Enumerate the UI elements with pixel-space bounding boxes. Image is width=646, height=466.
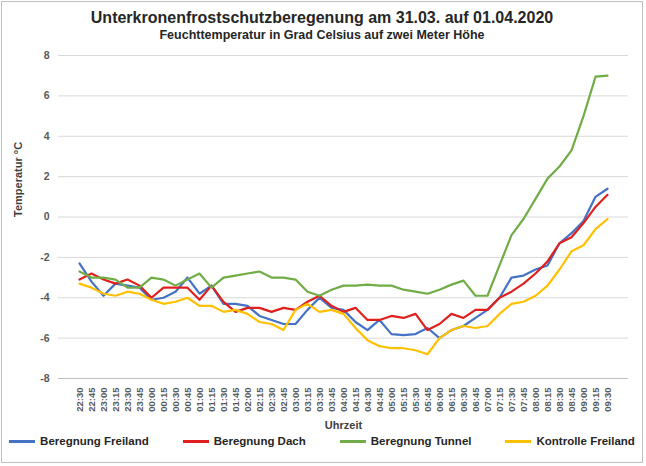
svg-text:00:15: 00:15 bbox=[158, 387, 169, 412]
svg-text:01:15: 01:15 bbox=[206, 387, 217, 412]
svg-text:23:15: 23:15 bbox=[110, 387, 121, 412]
html-text:Feuchttemperatur in Grad Celsi: Feuchttemperatur in Grad Celsius auf zwe… bbox=[159, 28, 485, 42]
svg-text:02:30: 02:30 bbox=[266, 388, 277, 412]
svg-text:01:30: 01:30 bbox=[218, 388, 229, 412]
svg-text:03:15: 03:15 bbox=[302, 387, 313, 412]
svg-text:01:00: 01:00 bbox=[194, 388, 205, 412]
svg-text:01:45: 01:45 bbox=[230, 387, 241, 412]
html-text:Beregnung Freiland: Beregnung Freiland bbox=[40, 435, 149, 447]
svg-text:05:00: 05:00 bbox=[386, 388, 397, 412]
svg-text:4: 4 bbox=[44, 130, 50, 142]
svg-text:-8: -8 bbox=[40, 372, 49, 384]
svg-text:2: 2 bbox=[44, 170, 50, 182]
svg-text:02:00: 02:00 bbox=[242, 388, 253, 412]
svg-text:-6: -6 bbox=[40, 331, 49, 343]
html-text:Beregnung Dach: Beregnung Dach bbox=[213, 435, 306, 447]
html-text:Kontrolle Freiland: Kontrolle Freiland bbox=[536, 435, 635, 447]
svg-text:-2: -2 bbox=[40, 251, 49, 263]
svg-text:09:00: 09:00 bbox=[578, 388, 589, 412]
svg-text:Uhrzeit: Uhrzeit bbox=[325, 419, 363, 431]
svg-text:07:45: 07:45 bbox=[518, 387, 529, 412]
svg-text:07:15: 07:15 bbox=[494, 387, 505, 412]
svg-text:00:00: 00:00 bbox=[146, 388, 157, 412]
svg-text:07:30: 07:30 bbox=[506, 388, 517, 412]
svg-text:05:15: 05:15 bbox=[398, 387, 409, 412]
svg-text:23:45: 23:45 bbox=[134, 387, 145, 412]
svg-text:04:30: 04:30 bbox=[362, 388, 373, 412]
svg-text:08:15: 08:15 bbox=[542, 387, 553, 412]
svg-text:07:00: 07:00 bbox=[482, 388, 493, 412]
svg-text:23:00: 23:00 bbox=[98, 388, 109, 412]
svg-text:03:30: 03:30 bbox=[314, 388, 325, 412]
svg-text:22:45: 22:45 bbox=[86, 387, 97, 412]
svg-text:06:45: 06:45 bbox=[470, 387, 481, 412]
html-text:Unterkronenfrostschutzberegenu: Unterkronenfrostschutzberegenung am 31.0… bbox=[90, 9, 554, 26]
svg-text:Temperatur °C: Temperatur °C bbox=[12, 142, 24, 217]
svg-text:08:00: 08:00 bbox=[530, 388, 541, 412]
svg-text:06:00: 06:00 bbox=[434, 388, 445, 412]
svg-text:09:30: 09:30 bbox=[602, 388, 613, 412]
svg-text:04:45: 04:45 bbox=[374, 387, 385, 412]
svg-text:00:45: 00:45 bbox=[182, 387, 193, 412]
svg-text:09:15: 09:15 bbox=[590, 387, 601, 412]
svg-text:23:30: 23:30 bbox=[122, 388, 133, 412]
svg-text:8: 8 bbox=[44, 49, 50, 61]
svg-text:06:15: 06:15 bbox=[446, 387, 457, 412]
svg-text:22:30: 22:30 bbox=[74, 388, 85, 412]
svg-text:06:30: 06:30 bbox=[458, 388, 469, 412]
svg-text:03:45: 03:45 bbox=[326, 387, 337, 412]
html-text:Beregnung Tunnel: Beregnung Tunnel bbox=[370, 435, 472, 447]
svg-text:6: 6 bbox=[44, 89, 50, 101]
svg-text:05:30: 05:30 bbox=[410, 388, 421, 412]
svg-text:08:45: 08:45 bbox=[566, 387, 577, 412]
svg-text:0: 0 bbox=[44, 210, 50, 222]
svg-text:-4: -4 bbox=[40, 291, 49, 303]
svg-text:02:15: 02:15 bbox=[254, 387, 265, 412]
svg-text:08:30: 08:30 bbox=[554, 388, 565, 412]
svg-text:04:15: 04:15 bbox=[350, 387, 361, 412]
svg-text:03:00: 03:00 bbox=[290, 388, 301, 412]
svg-text:05:45: 05:45 bbox=[422, 387, 433, 412]
svg-text:04:00: 04:00 bbox=[338, 388, 349, 412]
svg-text:02:45: 02:45 bbox=[278, 387, 289, 412]
svg-text:00:30: 00:30 bbox=[170, 388, 181, 412]
